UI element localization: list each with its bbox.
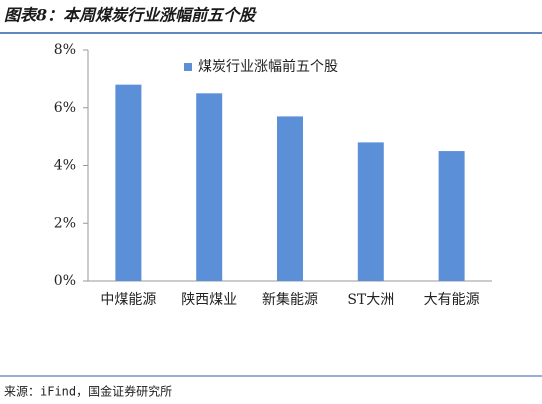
x-tick-label: 中煤能源 bbox=[100, 292, 156, 308]
bar bbox=[357, 142, 384, 281]
y-tick-label: 8% bbox=[54, 42, 76, 58]
x-tick-label: ST大洲 bbox=[347, 292, 394, 308]
y-tick-label: 4% bbox=[54, 158, 76, 174]
bar bbox=[438, 151, 465, 281]
bar bbox=[277, 116, 303, 281]
y-tick-label: 2% bbox=[54, 215, 76, 231]
legend-label: 煤炭行业涨幅前五个股 bbox=[198, 58, 338, 75]
x-tick-label: 新集能源 bbox=[262, 291, 318, 308]
chart-title: 图表8：本周煤炭行业涨幅前五个股 bbox=[4, 6, 257, 25]
source: 来源：iFind，国金证券研究所 bbox=[4, 384, 172, 399]
x-tick-label: 陕西煤业 bbox=[181, 292, 237, 308]
bar bbox=[115, 84, 142, 282]
bar bbox=[196, 93, 223, 281]
y-tick-label: 0% bbox=[54, 273, 76, 289]
legend-swatch bbox=[184, 63, 192, 71]
x-tick-label: 大有能源 bbox=[424, 292, 480, 308]
y-tick-label: 6% bbox=[54, 100, 76, 116]
